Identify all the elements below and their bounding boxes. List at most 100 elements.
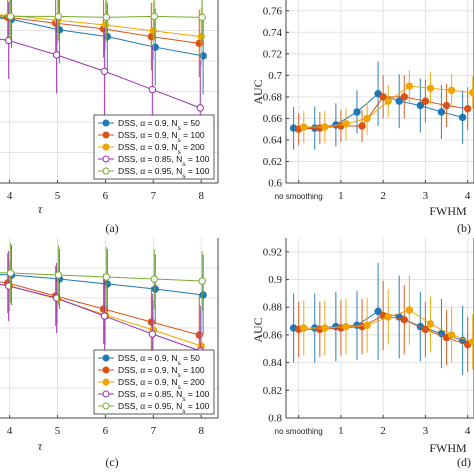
y-tick-label: 0.84 bbox=[263, 357, 283, 369]
x-tick-label: 3 bbox=[423, 190, 429, 202]
plot-area bbox=[0, 243, 207, 396]
x-tick-label: 4 bbox=[7, 425, 13, 437]
series-green bbox=[0, 0, 206, 42]
y-tick-label: 0.9 bbox=[268, 274, 282, 286]
series-purple bbox=[0, 1, 204, 157]
x-tick-label: 5 bbox=[55, 425, 61, 437]
data-point bbox=[353, 108, 361, 116]
y-tick-label: 0.68 bbox=[263, 91, 283, 103]
plot-area bbox=[289, 61, 474, 150]
data-point bbox=[148, 330, 157, 338]
legend-swatch-marker bbox=[102, 155, 110, 163]
x-tick-label: 5 bbox=[55, 190, 61, 202]
data-point bbox=[384, 97, 392, 105]
data-point bbox=[342, 120, 350, 128]
data-point bbox=[363, 114, 371, 123]
x-tick-label: 3 bbox=[423, 425, 429, 437]
data-point bbox=[300, 324, 308, 332]
legend-swatch-marker bbox=[102, 378, 110, 386]
data-point bbox=[447, 331, 456, 339]
plot-area bbox=[0, 0, 207, 157]
series-line bbox=[0, 14, 202, 38]
data-point bbox=[437, 108, 446, 116]
data-point bbox=[300, 123, 308, 131]
panel-caption: (c) bbox=[105, 455, 118, 469]
panel-caption: (d) bbox=[457, 455, 471, 469]
data-point bbox=[196, 104, 204, 112]
data-point bbox=[374, 89, 382, 98]
y-tick-label: 0.64 bbox=[263, 134, 283, 146]
x-tick-label: 6 bbox=[103, 190, 109, 202]
legend-swatch-marker bbox=[102, 143, 110, 151]
data-point bbox=[374, 307, 382, 316]
y-axis-label: AUC bbox=[251, 317, 265, 342]
series-line bbox=[0, 281, 200, 336]
y-tick-label: 0.7 bbox=[268, 70, 282, 82]
data-point bbox=[463, 105, 472, 113]
x-tick-label: 7 bbox=[151, 190, 157, 202]
series-purple bbox=[0, 251, 204, 396]
data-point bbox=[442, 101, 451, 110]
data-point bbox=[52, 51, 61, 59]
x-tick-label: 8 bbox=[198, 190, 204, 202]
data-point bbox=[426, 84, 435, 92]
x-tick-label: 2 bbox=[380, 190, 386, 202]
y-tick-label: 0.92 bbox=[263, 246, 282, 258]
data-point bbox=[395, 97, 403, 105]
series-blue bbox=[289, 262, 467, 376]
data-point bbox=[358, 122, 366, 130]
legend-swatch-marker bbox=[102, 119, 110, 127]
series-red bbox=[294, 75, 472, 146]
legend-swatch-marker bbox=[102, 354, 110, 362]
x-tick-label: no smoothing bbox=[275, 427, 323, 436]
data-point bbox=[149, 27, 158, 35]
series-red bbox=[0, 0, 204, 78]
data-point bbox=[151, 285, 159, 293]
y-tick-label: 0.82 bbox=[263, 385, 282, 397]
x-tick-label: 1 bbox=[338, 190, 344, 202]
y-tick-label: 0.86 bbox=[263, 329, 283, 341]
data-point bbox=[469, 88, 474, 97]
data-point bbox=[384, 313, 392, 321]
data-point bbox=[54, 271, 63, 279]
y-tick-label: 0.72 bbox=[263, 48, 282, 60]
data-point bbox=[426, 320, 435, 328]
series-line bbox=[0, 16, 200, 44]
x-tick-label: no smoothing bbox=[275, 192, 323, 201]
data-point bbox=[469, 338, 474, 346]
legend-swatch-marker bbox=[102, 167, 110, 175]
plot-area bbox=[289, 262, 474, 376]
series-line bbox=[0, 17, 204, 57]
series-line bbox=[0, 283, 202, 347]
data-point bbox=[379, 93, 387, 101]
series-yellow bbox=[0, 0, 205, 66]
y-axis-label: AUC bbox=[251, 79, 265, 104]
legend-swatch-marker bbox=[102, 402, 110, 410]
panel-caption: (b) bbox=[457, 221, 471, 235]
legend-swatch-marker bbox=[102, 131, 110, 139]
data-point bbox=[102, 13, 111, 22]
x-axis-label: τ bbox=[38, 439, 43, 453]
data-point bbox=[400, 315, 408, 324]
data-point bbox=[101, 21, 110, 29]
series-yellow bbox=[300, 275, 474, 370]
data-point bbox=[150, 275, 158, 283]
data-point bbox=[342, 322, 350, 331]
y-tick-label: 0.76 bbox=[263, 5, 283, 17]
panel-caption: (a) bbox=[105, 221, 118, 235]
x-tick-label: 4 bbox=[7, 190, 13, 202]
data-point bbox=[150, 12, 158, 21]
x-tick-label: 4 bbox=[465, 425, 471, 437]
y-tick-label: 0.62 bbox=[263, 156, 282, 168]
series-blue bbox=[289, 61, 467, 150]
data-point bbox=[100, 67, 109, 75]
data-point bbox=[416, 101, 425, 110]
x-axis-label: τ bbox=[38, 202, 43, 216]
data-point bbox=[405, 306, 414, 314]
data-point bbox=[321, 123, 329, 131]
data-point bbox=[197, 32, 205, 41]
